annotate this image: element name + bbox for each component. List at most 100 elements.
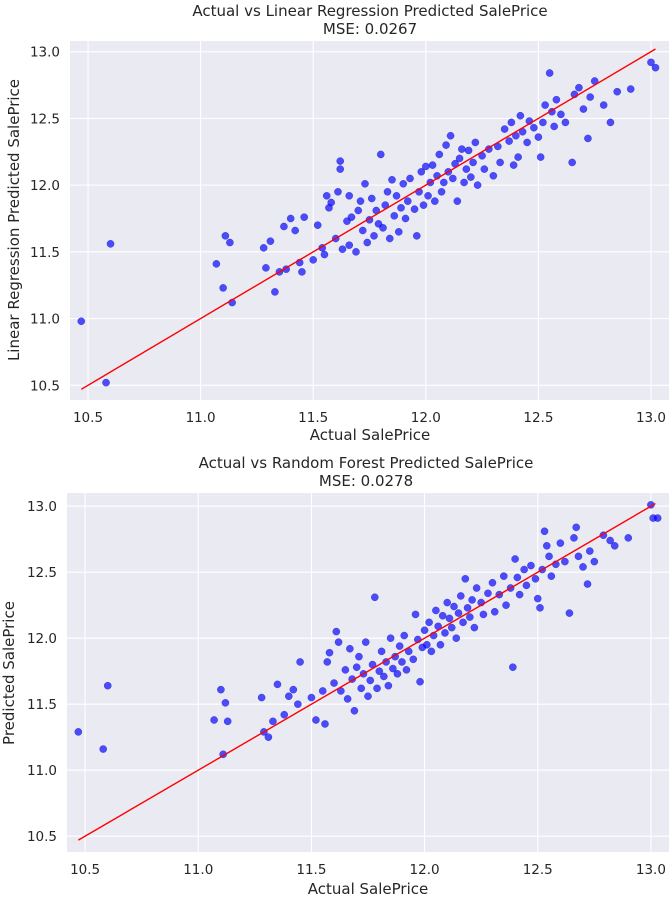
data-point (586, 93, 595, 101)
data-point (454, 609, 463, 617)
data-point (361, 179, 369, 188)
data-point (452, 634, 461, 643)
data-point (579, 105, 588, 113)
data-point (508, 663, 517, 672)
data-point (325, 648, 334, 657)
data-point (463, 603, 472, 612)
data-point (271, 288, 279, 296)
data-point (352, 663, 361, 672)
data-point (266, 237, 275, 246)
data-point (447, 623, 456, 632)
data-point (336, 165, 345, 173)
data-point (385, 234, 394, 243)
data-point (318, 687, 327, 695)
data-point (550, 122, 559, 131)
data-point (500, 125, 509, 133)
data-point (575, 83, 583, 92)
data-point (505, 137, 513, 145)
data-point (610, 541, 619, 550)
data-point (437, 187, 446, 196)
data-point (516, 111, 525, 120)
data-point (436, 640, 445, 649)
data-point (540, 527, 549, 536)
data-point (613, 87, 622, 96)
data-point (534, 133, 543, 141)
data-point (416, 677, 424, 686)
data-point (442, 141, 450, 149)
x-tick-label: 12.5 (523, 862, 553, 878)
data-point (383, 187, 392, 196)
x-axis-label: Actual SalePrice (308, 880, 428, 898)
data-point (74, 728, 83, 736)
y-tick-label: 10.5 (27, 829, 57, 845)
data-point (291, 226, 300, 235)
x-tick-label: 12.0 (411, 410, 441, 426)
data-point (469, 158, 477, 167)
data-point (345, 241, 354, 250)
data-point (531, 574, 540, 583)
data-point (472, 584, 481, 592)
data-point (545, 552, 553, 561)
data-point (221, 231, 230, 240)
x-tick-labels: 10.5 11.0 11.5 12.0 12.5 13.0 (73, 410, 666, 426)
data-point (330, 679, 338, 687)
data-point (375, 667, 384, 676)
x-tick-label: 13.0 (636, 410, 666, 426)
data-point (358, 226, 367, 235)
data-point (332, 627, 341, 636)
data-point (388, 175, 396, 184)
data-point (448, 174, 457, 183)
data-point (367, 194, 376, 203)
data-point (307, 693, 316, 702)
data-point (402, 666, 411, 674)
data-point (583, 580, 592, 588)
data-point (273, 680, 282, 689)
x-axis-label: Actual SalePrice (310, 426, 430, 444)
data-point (496, 158, 504, 167)
data-point (379, 672, 388, 681)
data-point (370, 231, 378, 240)
chart-title: Actual vs Linear Regression Predicted Sa… (192, 2, 547, 20)
data-point (259, 244, 268, 252)
data-point (541, 101, 549, 109)
data-point (557, 110, 565, 119)
data-point (397, 203, 405, 212)
data-point (574, 552, 583, 561)
data-point (459, 618, 467, 627)
data-point (334, 187, 342, 196)
data-point (462, 165, 471, 173)
data-point (346, 644, 354, 653)
data-point (286, 214, 295, 223)
data-point (219, 284, 227, 292)
y-axis-label: Linear Regression Predicted SalePrice (5, 79, 23, 361)
data-point (432, 606, 440, 615)
data-point (471, 138, 480, 147)
linear-regression-chart: Actual vs Linear Regression Predicted Sa… (5, 2, 669, 444)
data-point (590, 557, 599, 566)
data-point (514, 153, 522, 161)
data-point (511, 555, 519, 563)
data-point (456, 592, 465, 600)
data-point (212, 260, 221, 268)
data-point (438, 611, 447, 620)
data-point (439, 178, 448, 187)
data-point (99, 745, 108, 753)
data-point (412, 231, 421, 240)
y-tick-label: 13.0 (30, 45, 60, 61)
data-point (312, 716, 320, 724)
data-point (77, 317, 86, 326)
data-point (334, 638, 343, 646)
data-point (411, 610, 420, 619)
data-point (647, 58, 655, 67)
data-point (460, 178, 468, 187)
data-point (364, 692, 372, 701)
data-point (536, 153, 545, 161)
data-point (561, 557, 569, 566)
gridlines (67, 493, 669, 852)
data-point (350, 706, 359, 715)
data-point (570, 534, 578, 542)
data-point (430, 197, 439, 205)
data-point (226, 238, 234, 247)
data-point (257, 693, 266, 702)
